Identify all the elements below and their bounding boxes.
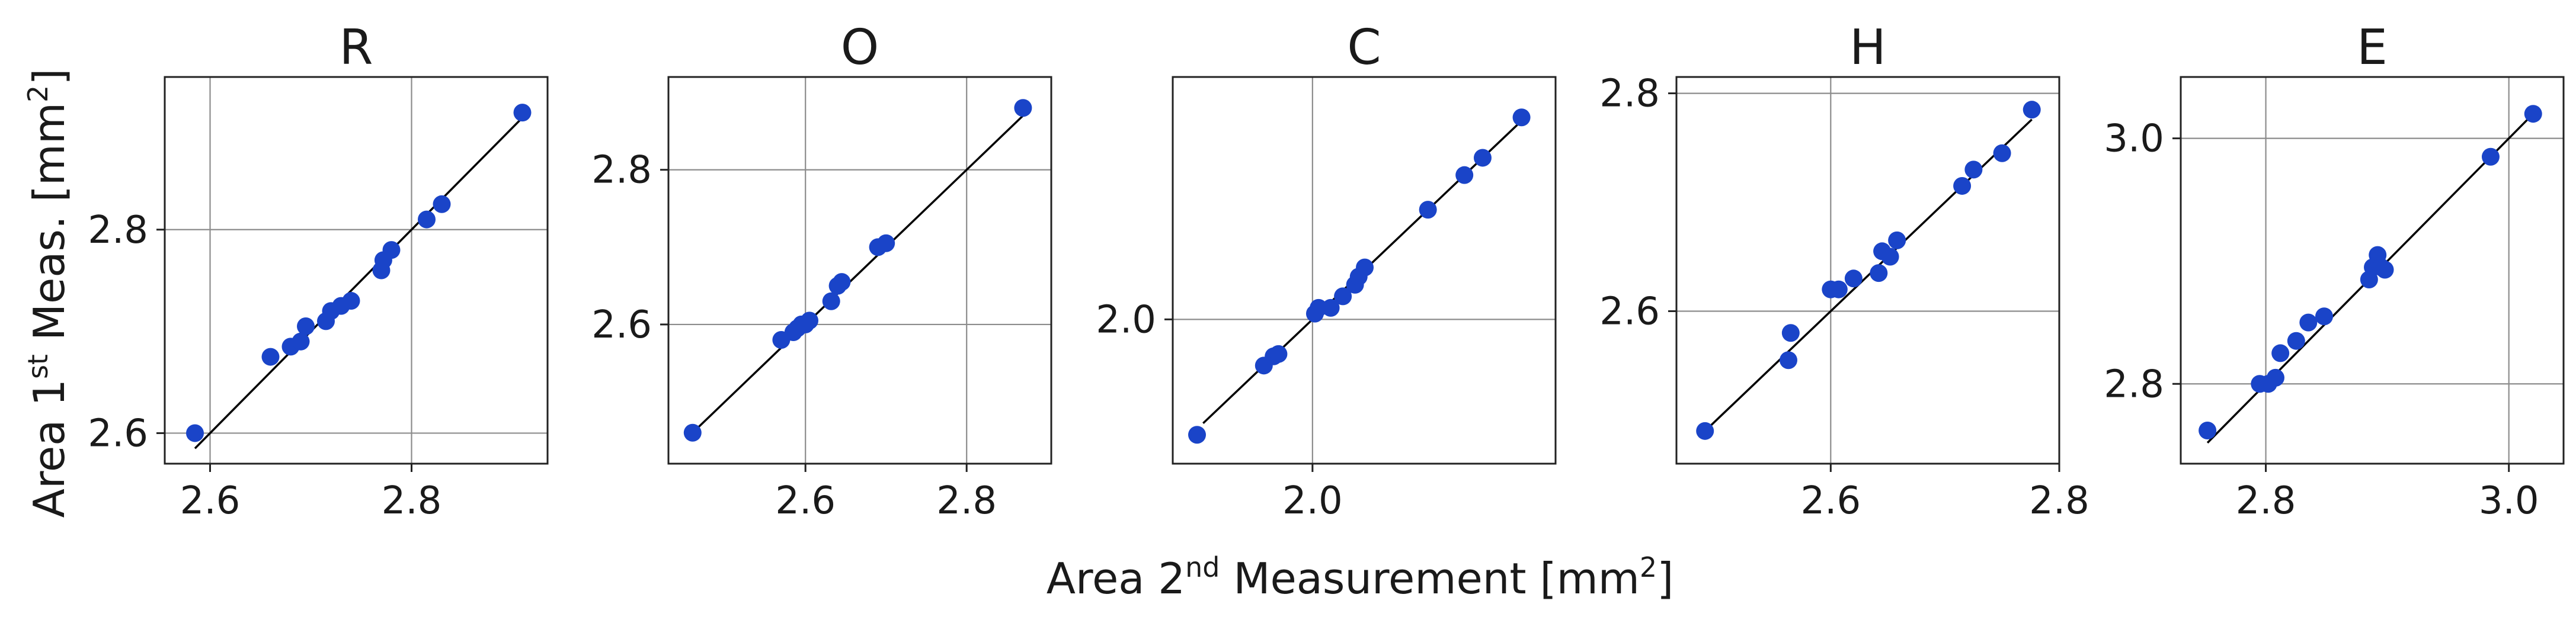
x-tick-label: 2.6 xyxy=(775,479,836,523)
data-point xyxy=(1844,269,1863,288)
plot-frame xyxy=(1172,76,1557,465)
data-point xyxy=(2266,368,2284,387)
x-tick-label: 3.0 xyxy=(2479,479,2539,523)
data-point xyxy=(2299,313,2318,332)
data-point xyxy=(1512,108,1531,127)
data-point xyxy=(186,424,204,442)
data-point xyxy=(2287,332,2305,350)
panel-O: 2.6 2.8 2.6 2.8 O xyxy=(591,20,1052,523)
panel-title: E xyxy=(2357,20,2388,76)
data-point xyxy=(1870,264,1888,282)
data-point xyxy=(1419,201,1437,219)
data-point xyxy=(2023,101,2041,119)
data-point xyxy=(1993,144,2011,162)
data-point xyxy=(1334,287,1352,306)
identity-line xyxy=(194,117,523,449)
data-point xyxy=(1829,280,1848,298)
panel-title: H xyxy=(1849,20,1886,76)
data-point xyxy=(1964,160,1983,179)
x-tick-label: 2.6 xyxy=(1800,479,1861,523)
data-point xyxy=(297,317,315,336)
y-tick-label: 2.8 xyxy=(591,149,652,192)
data-point xyxy=(1881,248,1899,266)
data-point xyxy=(1188,426,1207,444)
plot-frame xyxy=(164,76,549,465)
x-axis-label: Area 2nd Measurement [mm2] xyxy=(1047,551,1674,603)
y-tick-label: 2.0 xyxy=(1096,298,1156,342)
data-point xyxy=(1269,345,1288,363)
data-point xyxy=(833,273,851,291)
data-point xyxy=(513,104,532,122)
y-tick-label: 2.8 xyxy=(1599,72,1660,116)
data-point xyxy=(1310,298,1328,317)
data-point xyxy=(1779,351,1797,370)
data-point xyxy=(1014,99,1032,117)
plot-frame xyxy=(2180,76,2565,465)
plot-frame xyxy=(1675,76,2060,465)
x-tick-label: 2.8 xyxy=(382,479,442,523)
data-point xyxy=(2271,344,2290,362)
panel-title: R xyxy=(340,20,373,76)
data-point xyxy=(683,423,702,442)
y-tick-label: 2.6 xyxy=(1599,290,1660,333)
panel-H: 2.6 2.8 2.6 2.8 H xyxy=(1599,20,2089,523)
data-point xyxy=(1356,258,1374,277)
identity-line xyxy=(692,115,1024,434)
x-tick-label: 2.6 xyxy=(180,479,241,523)
panel-E: 2.8 3.0 2.8 3.0 E xyxy=(2104,20,2565,523)
data-point xyxy=(2376,261,2394,279)
panel-C: 2.0 2.0 C xyxy=(1096,20,1557,523)
data-point xyxy=(1473,149,1492,167)
data-point xyxy=(1781,324,1800,342)
data-point xyxy=(261,348,280,366)
y-tick-label: 2.6 xyxy=(88,412,148,455)
data-point xyxy=(1696,422,1714,440)
data-point xyxy=(1888,231,1906,249)
panel-title: O xyxy=(841,20,879,76)
data-point xyxy=(292,332,310,351)
data-point xyxy=(1321,298,1340,317)
x-tick-label: 2.8 xyxy=(936,479,997,523)
y-axis-label: Area 1st Meas. [mm2] xyxy=(22,69,74,518)
identity-line xyxy=(1704,118,2033,432)
panel-R: 2.6 2.8 2.6 2.8 R xyxy=(88,20,549,523)
data-point xyxy=(2524,105,2542,123)
data-point xyxy=(418,210,436,229)
data-point xyxy=(342,292,360,310)
data-point xyxy=(822,292,840,310)
data-point xyxy=(382,241,401,259)
data-point xyxy=(433,195,451,213)
panel-title: C xyxy=(1347,20,1381,76)
y-tick-label: 2.6 xyxy=(591,303,652,347)
data-point xyxy=(2315,307,2333,326)
data-point xyxy=(2481,147,2500,166)
data-point xyxy=(801,311,818,330)
data-point xyxy=(1953,176,1972,195)
x-tick-label: 2.8 xyxy=(2029,479,2089,523)
x-tick-label: 2.0 xyxy=(1282,479,1343,523)
plot-frame xyxy=(667,76,1052,465)
x-tick-label: 2.8 xyxy=(2236,479,2296,523)
y-tick-label: 3.0 xyxy=(2104,117,2164,161)
y-tick-label: 2.8 xyxy=(88,208,148,252)
data-point xyxy=(1455,166,1474,184)
y-tick-label: 2.8 xyxy=(2104,362,2164,406)
data-point xyxy=(2199,422,2217,440)
data-point xyxy=(877,234,895,252)
